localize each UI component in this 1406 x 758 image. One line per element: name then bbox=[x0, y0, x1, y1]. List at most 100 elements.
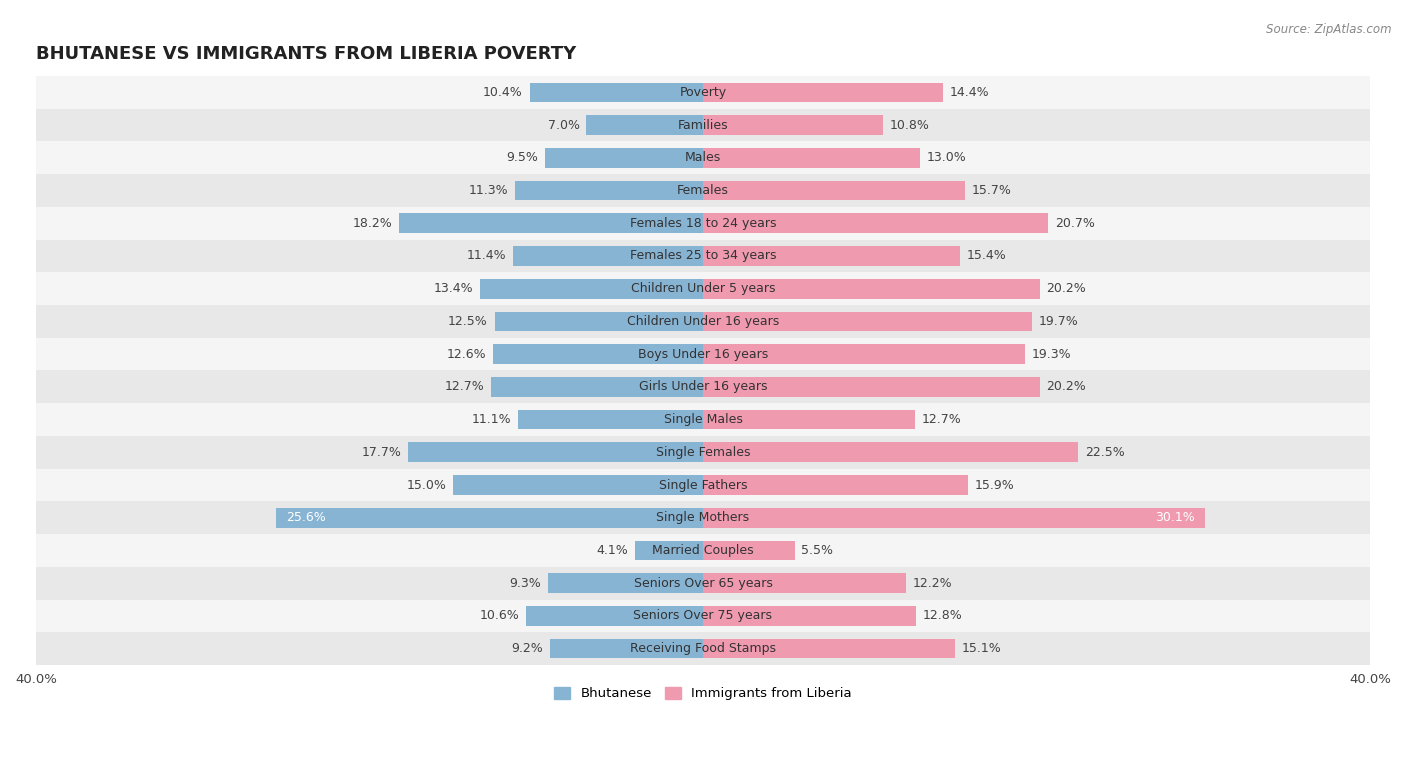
Legend: Bhutanese, Immigrants from Liberia: Bhutanese, Immigrants from Liberia bbox=[548, 681, 858, 706]
Bar bbox=[513, 246, 703, 266]
Bar bbox=[37, 436, 1369, 468]
Bar bbox=[703, 312, 1032, 331]
Text: 10.8%: 10.8% bbox=[890, 118, 929, 132]
Text: 15.7%: 15.7% bbox=[972, 184, 1011, 197]
Bar bbox=[703, 508, 1205, 528]
Text: 5.5%: 5.5% bbox=[801, 544, 834, 557]
Bar bbox=[586, 115, 703, 135]
Text: 9.5%: 9.5% bbox=[506, 152, 538, 164]
Bar bbox=[634, 540, 703, 560]
Text: Males: Males bbox=[685, 152, 721, 164]
Bar bbox=[37, 371, 1369, 403]
Bar bbox=[37, 567, 1369, 600]
Bar bbox=[703, 279, 1040, 299]
Text: Single Mothers: Single Mothers bbox=[657, 511, 749, 525]
Text: Females: Females bbox=[678, 184, 728, 197]
Text: 12.5%: 12.5% bbox=[449, 315, 488, 328]
Text: 12.8%: 12.8% bbox=[924, 609, 963, 622]
Text: 7.0%: 7.0% bbox=[547, 118, 579, 132]
Bar bbox=[37, 468, 1369, 501]
Text: BHUTANESE VS IMMIGRANTS FROM LIBERIA POVERTY: BHUTANESE VS IMMIGRANTS FROM LIBERIA POV… bbox=[37, 45, 576, 64]
Text: 15.0%: 15.0% bbox=[406, 478, 446, 491]
Text: 12.2%: 12.2% bbox=[912, 577, 953, 590]
Bar bbox=[37, 305, 1369, 338]
Bar bbox=[530, 83, 703, 102]
Text: 18.2%: 18.2% bbox=[353, 217, 392, 230]
Text: 13.0%: 13.0% bbox=[927, 152, 966, 164]
Text: 10.4%: 10.4% bbox=[484, 86, 523, 99]
Text: Seniors Over 65 years: Seniors Over 65 years bbox=[634, 577, 772, 590]
Text: Girls Under 16 years: Girls Under 16 years bbox=[638, 381, 768, 393]
Bar bbox=[550, 639, 703, 659]
Bar bbox=[494, 344, 703, 364]
Text: 15.9%: 15.9% bbox=[974, 478, 1015, 491]
Text: 19.7%: 19.7% bbox=[1038, 315, 1078, 328]
Bar bbox=[37, 142, 1369, 174]
Bar bbox=[703, 377, 1040, 396]
Bar bbox=[703, 148, 920, 168]
Bar bbox=[37, 501, 1369, 534]
Bar bbox=[703, 180, 965, 200]
Bar bbox=[37, 240, 1369, 272]
Bar bbox=[703, 606, 917, 626]
Bar bbox=[703, 410, 915, 429]
Text: 4.1%: 4.1% bbox=[596, 544, 628, 557]
Text: Single Fathers: Single Fathers bbox=[659, 478, 747, 491]
Text: Seniors Over 75 years: Seniors Over 75 years bbox=[634, 609, 772, 622]
Text: 12.6%: 12.6% bbox=[447, 348, 486, 361]
Bar bbox=[276, 508, 703, 528]
Text: Poverty: Poverty bbox=[679, 86, 727, 99]
Bar bbox=[479, 279, 703, 299]
Text: 17.7%: 17.7% bbox=[361, 446, 401, 459]
Text: 12.7%: 12.7% bbox=[921, 413, 962, 426]
Text: 9.3%: 9.3% bbox=[509, 577, 541, 590]
Bar bbox=[703, 83, 943, 102]
Bar bbox=[703, 443, 1078, 462]
Text: 19.3%: 19.3% bbox=[1032, 348, 1071, 361]
Text: Females 25 to 34 years: Females 25 to 34 years bbox=[630, 249, 776, 262]
Bar bbox=[37, 76, 1369, 108]
Bar bbox=[37, 108, 1369, 142]
Text: Single Males: Single Males bbox=[664, 413, 742, 426]
Text: Source: ZipAtlas.com: Source: ZipAtlas.com bbox=[1267, 23, 1392, 36]
Bar bbox=[37, 600, 1369, 632]
Bar bbox=[37, 403, 1369, 436]
Bar bbox=[399, 214, 703, 233]
Bar bbox=[37, 272, 1369, 305]
Text: 20.2%: 20.2% bbox=[1046, 381, 1087, 393]
Text: 20.2%: 20.2% bbox=[1046, 282, 1087, 295]
Text: 10.6%: 10.6% bbox=[479, 609, 520, 622]
Bar bbox=[517, 410, 703, 429]
Bar bbox=[703, 115, 883, 135]
Text: 11.4%: 11.4% bbox=[467, 249, 506, 262]
Bar bbox=[408, 443, 703, 462]
Bar bbox=[703, 344, 1025, 364]
Bar bbox=[703, 475, 969, 495]
Bar bbox=[703, 540, 794, 560]
Text: Receiving Food Stamps: Receiving Food Stamps bbox=[630, 642, 776, 655]
Text: Children Under 5 years: Children Under 5 years bbox=[631, 282, 775, 295]
Bar bbox=[703, 246, 960, 266]
Text: 11.1%: 11.1% bbox=[471, 413, 512, 426]
Bar bbox=[491, 377, 703, 396]
Text: Children Under 16 years: Children Under 16 years bbox=[627, 315, 779, 328]
Text: Families: Families bbox=[678, 118, 728, 132]
Bar bbox=[453, 475, 703, 495]
Text: Boys Under 16 years: Boys Under 16 years bbox=[638, 348, 768, 361]
Bar bbox=[37, 174, 1369, 207]
Bar bbox=[515, 180, 703, 200]
Text: 15.4%: 15.4% bbox=[966, 249, 1007, 262]
Bar bbox=[526, 606, 703, 626]
Text: 25.6%: 25.6% bbox=[285, 511, 326, 525]
Bar bbox=[548, 573, 703, 593]
Text: 11.3%: 11.3% bbox=[468, 184, 508, 197]
Text: 22.5%: 22.5% bbox=[1085, 446, 1125, 459]
Bar bbox=[703, 573, 907, 593]
Text: 14.4%: 14.4% bbox=[950, 86, 990, 99]
Bar bbox=[37, 632, 1369, 665]
Text: Females 18 to 24 years: Females 18 to 24 years bbox=[630, 217, 776, 230]
Bar bbox=[703, 214, 1049, 233]
Text: 13.4%: 13.4% bbox=[433, 282, 472, 295]
Bar bbox=[37, 338, 1369, 371]
Text: 15.1%: 15.1% bbox=[962, 642, 1001, 655]
